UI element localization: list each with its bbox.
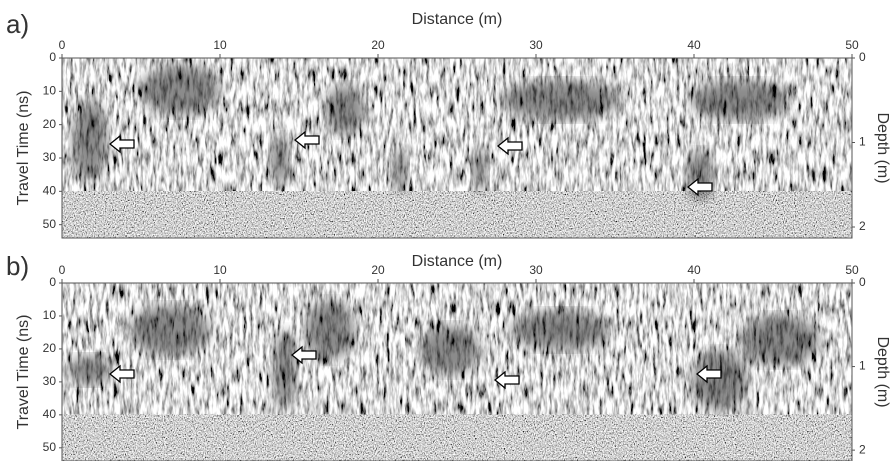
- reflection: [472, 148, 488, 192]
- y-tick-label: 40: [43, 407, 57, 421]
- y2-tick-label: 2: [859, 219, 866, 233]
- y2-tick-label: 2: [859, 442, 866, 456]
- figure: a) Distance (m) Travel Time (ns) Depth (m) 0…: [0, 0, 895, 461]
- reflection: [740, 315, 820, 365]
- y-tick-label: 30: [43, 374, 57, 388]
- x-tick-label: 40: [687, 263, 701, 277]
- panel-label: a): [6, 9, 29, 39]
- reflection: [270, 135, 290, 185]
- x-tick-label: 30: [529, 38, 543, 52]
- y2-axis-label: Depth (m): [874, 112, 891, 183]
- y2-tick-label: 0: [859, 50, 866, 64]
- radar-lower: [62, 191, 852, 238]
- y2-tick-label: 1: [859, 135, 866, 149]
- radargram: [62, 283, 852, 461]
- y-tick-label: 10: [43, 84, 57, 98]
- y2-axis-label: Depth (m): [874, 336, 891, 407]
- y-tick-label: 40: [43, 184, 57, 198]
- reflection: [692, 350, 748, 410]
- reflection: [510, 310, 610, 350]
- radargram: [62, 58, 852, 238]
- y-tick-label: 0: [49, 275, 56, 289]
- reflection: [68, 355, 112, 385]
- reflection: [500, 80, 620, 120]
- x-tick-label: 20: [371, 263, 385, 277]
- x-tick-label: 40: [687, 38, 701, 52]
- x-axis-label: Distance (m): [412, 11, 503, 28]
- y-tick-label: 30: [43, 150, 57, 164]
- x-axis-label: Distance (m): [412, 253, 503, 270]
- y-axis-label: Travel Time (ns): [15, 91, 32, 206]
- reflection: [392, 148, 408, 192]
- reflection: [420, 325, 480, 375]
- y-tick-label: 0: [49, 50, 56, 64]
- y2-tick-label: 0: [859, 275, 866, 289]
- reflection: [72, 100, 108, 180]
- y-tick-label: 50: [43, 217, 57, 231]
- reflection: [130, 305, 210, 355]
- reflection: [325, 85, 365, 135]
- x-tick-label: 30: [529, 263, 543, 277]
- reflection: [690, 80, 790, 120]
- y2-tick-label: 1: [859, 359, 866, 373]
- y-tick-label: 10: [43, 308, 57, 322]
- y-tick-label: 20: [43, 117, 57, 131]
- x-tick-label: 10: [213, 263, 227, 277]
- panel-label: b): [6, 251, 29, 281]
- x-tick-label: 20: [371, 38, 385, 52]
- x-tick-label: 50: [845, 263, 859, 277]
- y-tick-label: 20: [43, 341, 57, 355]
- x-tick-label: 10: [213, 38, 227, 52]
- reflection: [686, 150, 714, 200]
- x-tick-label: 0: [59, 38, 66, 52]
- reflection: [140, 65, 220, 115]
- y-tick-label: 50: [43, 440, 57, 454]
- radar-lower: [62, 415, 852, 461]
- reflection: [273, 330, 297, 410]
- x-tick-label: 0: [59, 263, 66, 277]
- y-axis-label: Travel Time (ns): [15, 315, 32, 430]
- x-tick-label: 50: [845, 38, 859, 52]
